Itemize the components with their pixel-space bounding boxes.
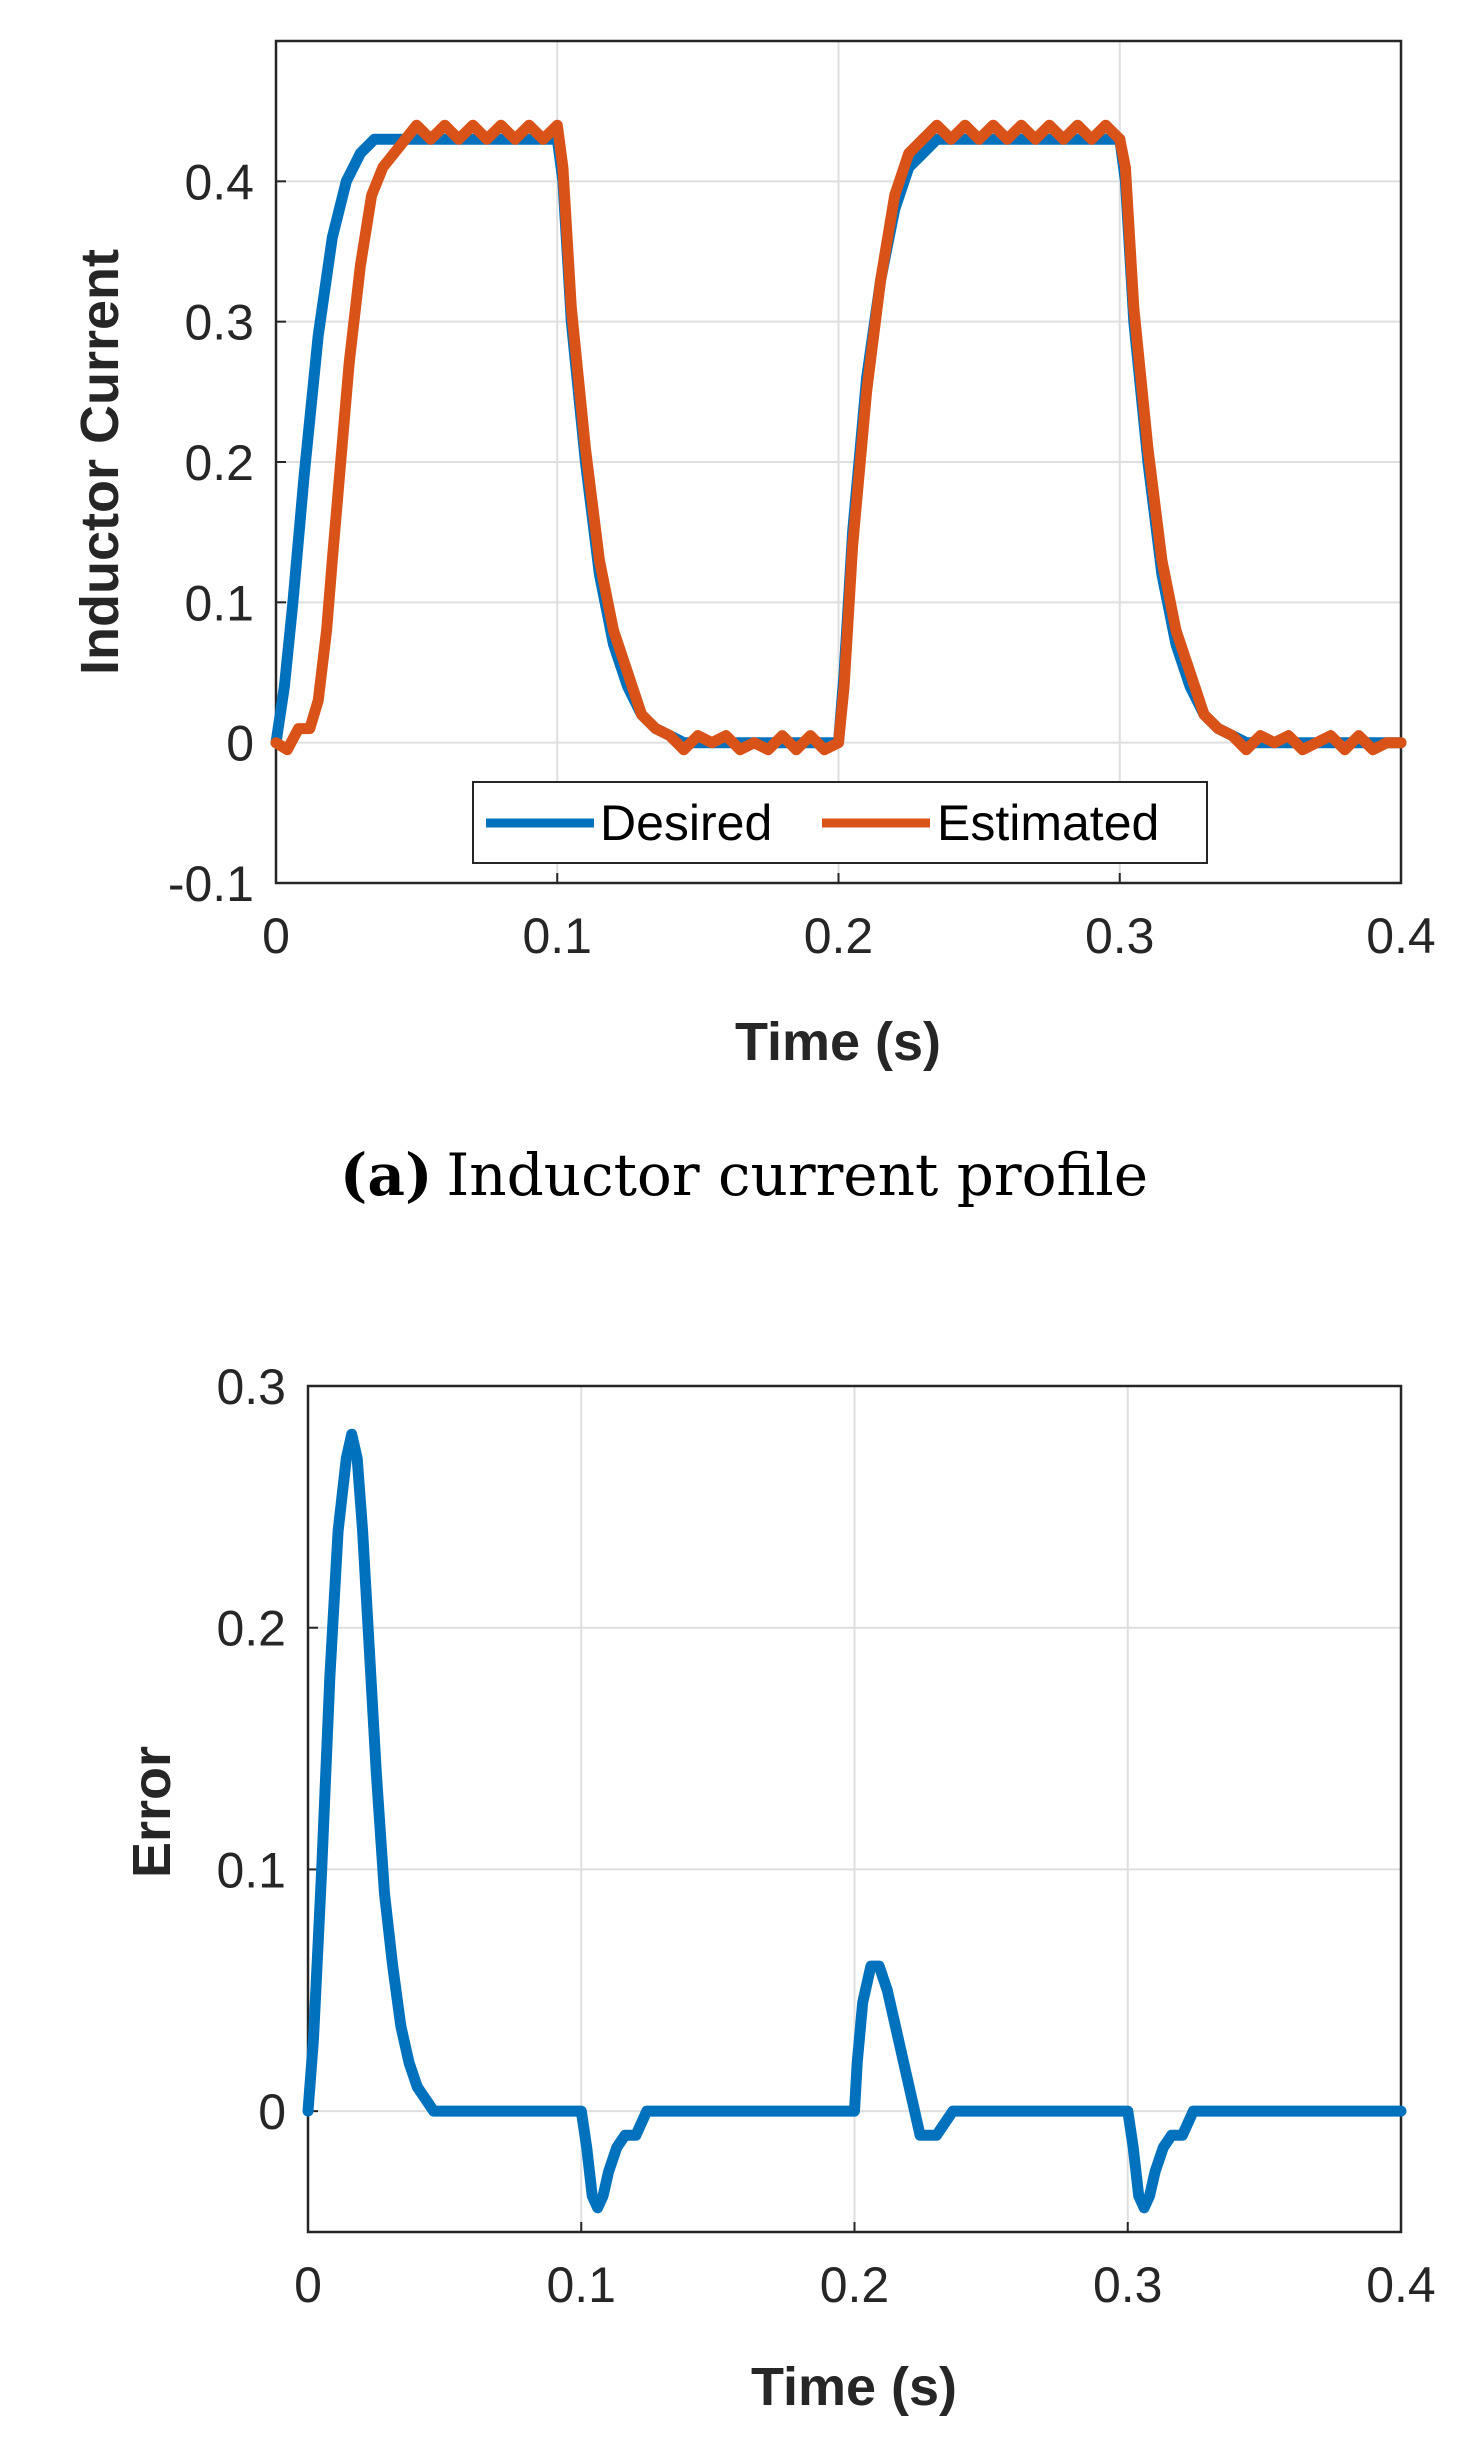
caption-a: (a) Inductor current profile	[340, 1141, 1148, 1209]
legend-label-estimated: Estimated	[937, 795, 1159, 851]
x-tick-label-b: 0.2	[820, 2257, 890, 2313]
series-b	[302, 1428, 1407, 2214]
x-tick-label-b: 0	[294, 2257, 322, 2313]
chart-a: 0 0.1 0.2 0.3 0.4-0.100.10.20.30.4 Time (s) …	[70, 39, 1436, 1209]
legend-label-desired: Desired	[600, 795, 772, 851]
x-tick-label-b: 0.4	[1366, 2257, 1436, 2313]
y-tick-label-b: 0	[258, 2084, 286, 2140]
y-tick-label-b: 0.2	[216, 1601, 286, 1657]
y-tick-label-a: 0.1	[184, 575, 254, 631]
series-a	[270, 119, 1407, 756]
x-tick-label-b: 0.1	[546, 2257, 616, 2313]
caption-a-text: Inductor current profile	[446, 1141, 1148, 1209]
legend-a: Desired Estimated	[472, 781, 1208, 864]
x-axis-label-a: Time (s)	[735, 1012, 941, 1072]
y-tick-label-a: 0	[226, 716, 254, 772]
y-tick-label-b: 0.3	[216, 1359, 286, 1415]
x-tick-label-b: 0.3	[1093, 2257, 1163, 2313]
y-tick-label-a: 0.3	[184, 295, 254, 351]
x-axis-label-b: Time (s)	[751, 2357, 957, 2417]
grid-a	[276, 41, 1401, 884]
series-line-error-b	[302, 1428, 1407, 2214]
y-tick-label-a: 0.2	[184, 435, 254, 491]
legend-box	[472, 781, 1208, 864]
y-tick-label-a: 0.4	[184, 154, 254, 210]
y-axis-label-a: Inductor Current	[70, 249, 130, 675]
tick-labels-b: 0 0.1 0.2 0.3 0.4 0 0.1 0.2 0.3	[216, 1359, 1435, 2313]
y-axis-label-b: Error	[122, 1746, 182, 1878]
x-tick-label-a: 0.2	[804, 908, 874, 964]
caption-a-label: (a)	[340, 1141, 432, 1209]
x-tick-label-a: 0.4	[1366, 908, 1436, 964]
x-tick-label-a: 0	[262, 908, 290, 964]
chart-b: 0 0.1 0.2 0.3 0.4 0 0.1 0.2 0.3 Time (s) Error	[122, 1359, 1436, 2417]
y-tick-label-b: 0.1	[216, 1842, 286, 1898]
x-tick-label-a: 0.3	[1085, 908, 1155, 964]
x-tick-label-a: 0.1	[522, 908, 592, 964]
tick-labels-a: 0 0.1 0.2 0.3 0.4-0.100.10.20.30.4	[168, 154, 1436, 964]
series-line-estimated-a	[270, 119, 1407, 756]
y-tick-label-a: -0.1	[168, 856, 254, 912]
